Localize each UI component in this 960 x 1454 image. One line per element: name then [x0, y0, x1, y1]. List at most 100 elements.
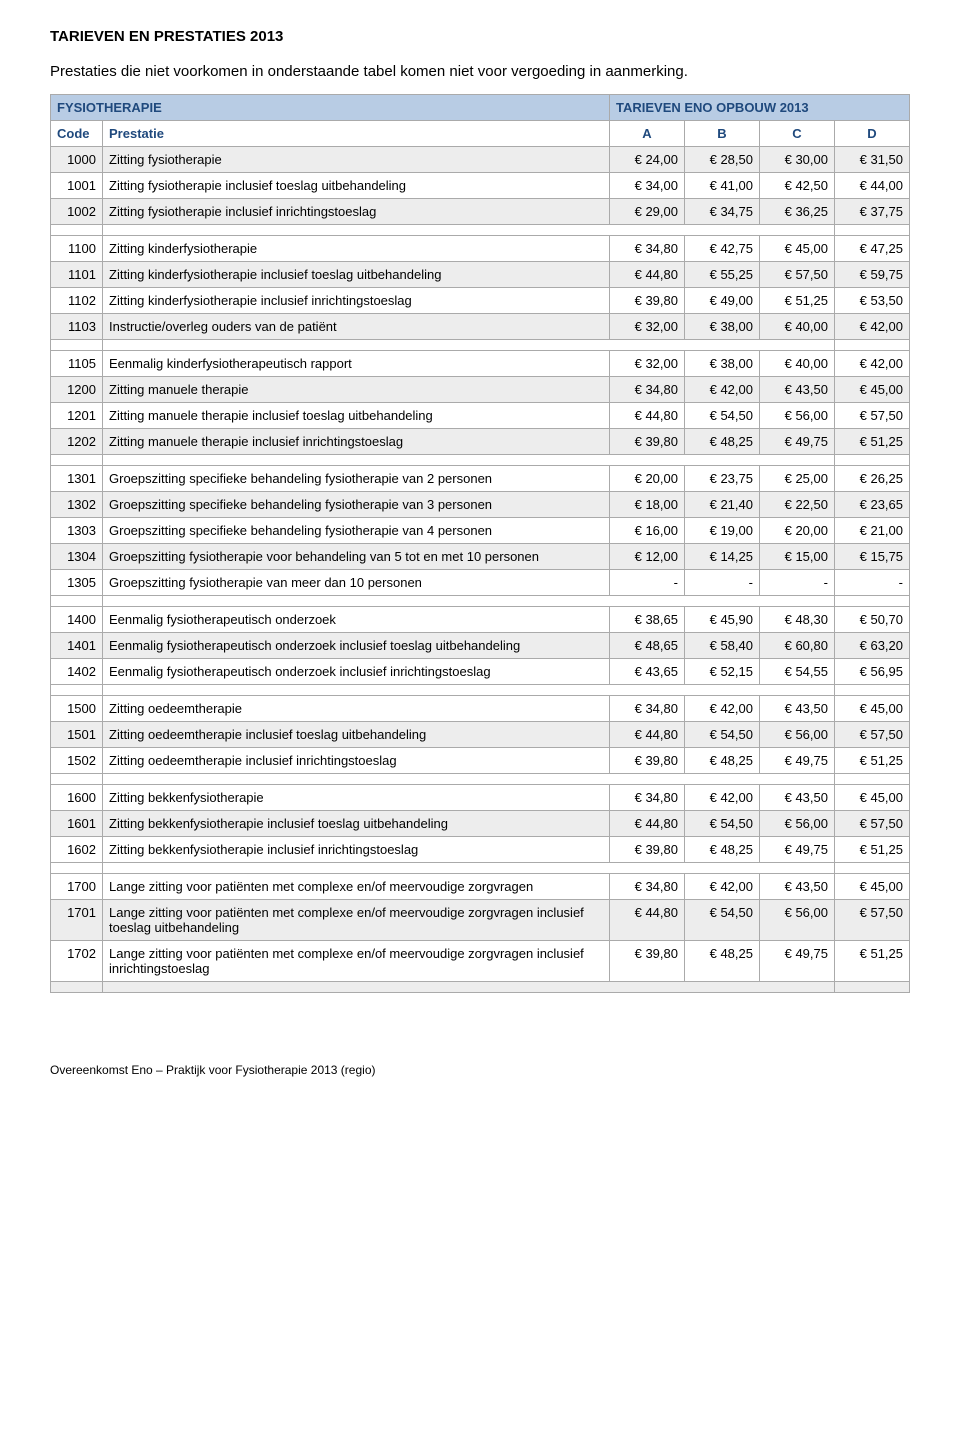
table-row: 1302Groepszitting specifieke behandeling…: [51, 492, 910, 518]
cell-b: € 14,25: [684, 544, 759, 570]
cell-prestatie: Zitting oedeemtherapie inclusief toeslag…: [103, 722, 610, 748]
cell-prestatie: Lange zitting voor patiënten met complex…: [103, 874, 610, 900]
cell-a: € 43,65: [609, 659, 684, 685]
cell-prestatie: Groepszitting specifieke behandeling fys…: [103, 466, 610, 492]
col-prest: Prestatie: [103, 121, 610, 147]
cell-prestatie: Zitting fysiotherapie inclusief toeslag …: [103, 173, 610, 199]
cell-c: € 43,50: [759, 377, 834, 403]
table-row: 1401Eenmalig fysiotherapeutisch onderzoe…: [51, 633, 910, 659]
cell-b: € 48,25: [684, 941, 759, 982]
cell-d: € 37,75: [834, 199, 909, 225]
cell-c: € 43,50: [759, 874, 834, 900]
cell-a: € 39,80: [609, 748, 684, 774]
cell-b: € 54,50: [684, 811, 759, 837]
cell-prestatie: Zitting oedeemtherapie: [103, 696, 610, 722]
cell-prestatie: Zitting fysiotherapie inclusief inrichti…: [103, 199, 610, 225]
table-row: 1105Eenmalig kinderfysiotherapeutisch ra…: [51, 351, 910, 377]
table-row: [51, 340, 910, 351]
cell-prestatie: Groepszitting specifieke behandeling fys…: [103, 492, 610, 518]
cell-b: € 58,40: [684, 633, 759, 659]
cell-d: € 51,25: [834, 748, 909, 774]
cell-c: € 60,80: [759, 633, 834, 659]
cell-a: € 24,00: [609, 147, 684, 173]
cell-c: € 54,55: [759, 659, 834, 685]
cell-d: € 42,00: [834, 351, 909, 377]
cell-d: € 44,00: [834, 173, 909, 199]
section-header-right: TARIEVEN ENO OPBOUW 2013: [609, 95, 909, 121]
cell-prestatie: Eenmalig kinderfysiotherapeutisch rappor…: [103, 351, 610, 377]
cell-d: € 59,75: [834, 262, 909, 288]
cell-d: € 45,00: [834, 874, 909, 900]
cell-prestatie: Groepszitting fysiotherapie van meer dan…: [103, 570, 610, 596]
cell-a: € 44,80: [609, 900, 684, 941]
cell-d: € 23,65: [834, 492, 909, 518]
table-row: 1305Groepszitting fysiotherapie van meer…: [51, 570, 910, 596]
table-row: 1600Zitting bekkenfysiotherapie€ 34,80€ …: [51, 785, 910, 811]
cell-prestatie: Instructie/overleg ouders van de patiënt: [103, 314, 610, 340]
cell-c: € 49,75: [759, 748, 834, 774]
cell-prestatie: Zitting manuele therapie inclusief inric…: [103, 429, 610, 455]
cell-d: -: [834, 570, 909, 596]
cell-a: € 29,00: [609, 199, 684, 225]
table-row: 1502Zitting oedeemtherapie inclusief inr…: [51, 748, 910, 774]
cell-prestatie: Zitting kinderfysiotherapie: [103, 236, 610, 262]
cell-a: € 20,00: [609, 466, 684, 492]
cell-a: € 32,00: [609, 314, 684, 340]
cell-b: € 38,00: [684, 314, 759, 340]
cell-prestatie: Lange zitting voor patiënten met complex…: [103, 900, 610, 941]
cell-a: € 44,80: [609, 722, 684, 748]
cell-code: 1201: [51, 403, 103, 429]
cell-b: € 52,15: [684, 659, 759, 685]
cell-prestatie: Groepszitting fysiotherapie voor behande…: [103, 544, 610, 570]
cell-b: € 48,25: [684, 837, 759, 863]
cell-b: € 42,00: [684, 874, 759, 900]
cell-code: 1600: [51, 785, 103, 811]
cell-b: € 19,00: [684, 518, 759, 544]
cell-c: € 43,50: [759, 696, 834, 722]
cell-code: 1402: [51, 659, 103, 685]
cell-b: € 42,75: [684, 236, 759, 262]
cell-d: € 57,50: [834, 403, 909, 429]
table-row: [51, 596, 910, 607]
cell-b: € 55,25: [684, 262, 759, 288]
table-row: [51, 455, 910, 466]
cell-c: € 36,25: [759, 199, 834, 225]
cell-code: 1502: [51, 748, 103, 774]
col-b: B: [684, 121, 759, 147]
cell-c: € 49,75: [759, 941, 834, 982]
cell-prestatie: Eenmalig fysiotherapeutisch onderzoek in…: [103, 659, 610, 685]
cell-a: € 18,00: [609, 492, 684, 518]
col-a: A: [609, 121, 684, 147]
cell-b: € 28,50: [684, 147, 759, 173]
table-row: 1000Zitting fysiotherapie€ 24,00€ 28,50€…: [51, 147, 910, 173]
cell-code: 1102: [51, 288, 103, 314]
cell-a: € 39,80: [609, 429, 684, 455]
cell-c: € 56,00: [759, 722, 834, 748]
table-row: 1001Zitting fysiotherapie inclusief toes…: [51, 173, 910, 199]
table-row: 1101Zitting kinderfysiotherapie inclusie…: [51, 262, 910, 288]
cell-prestatie: Zitting bekkenfysiotherapie inclusief in…: [103, 837, 610, 863]
cell-b: € 48,25: [684, 748, 759, 774]
cell-c: € 49,75: [759, 837, 834, 863]
table-row: 1002Zitting fysiotherapie inclusief inri…: [51, 199, 910, 225]
cell-b: € 34,75: [684, 199, 759, 225]
cell-d: € 47,25: [834, 236, 909, 262]
cell-a: € 34,80: [609, 236, 684, 262]
cell-b: -: [684, 570, 759, 596]
table-row: 1602Zitting bekkenfysiotherapie inclusie…: [51, 837, 910, 863]
cell-prestatie: Zitting bekkenfysiotherapie inclusief to…: [103, 811, 610, 837]
cell-c: € 45,00: [759, 236, 834, 262]
cell-d: € 42,00: [834, 314, 909, 340]
table-row: 1201Zitting manuele therapie inclusief t…: [51, 403, 910, 429]
cell-d: € 51,25: [834, 941, 909, 982]
table-row: [51, 982, 910, 993]
cell-code: 1401: [51, 633, 103, 659]
cell-d: € 57,50: [834, 722, 909, 748]
table-row: 1102Zitting kinderfysiotherapie inclusie…: [51, 288, 910, 314]
table-row: 1304Groepszitting fysiotherapie voor beh…: [51, 544, 910, 570]
cell-code: 1301: [51, 466, 103, 492]
cell-b: € 23,75: [684, 466, 759, 492]
cell-code: 1701: [51, 900, 103, 941]
cell-b: € 49,00: [684, 288, 759, 314]
cell-d: € 63,20: [834, 633, 909, 659]
